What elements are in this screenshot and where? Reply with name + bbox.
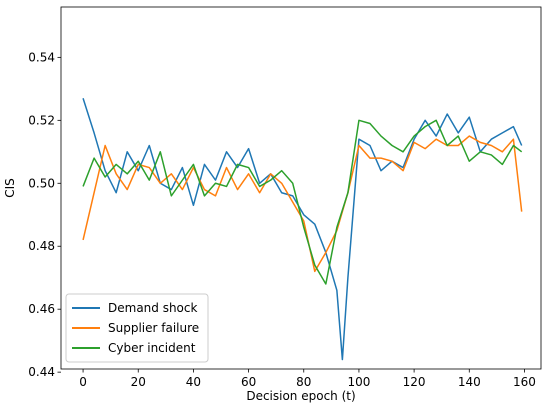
x-axis-label: Decision epoch (t) <box>246 389 355 403</box>
legend-label: Supplier failure <box>108 321 199 335</box>
series-line-2 <box>82 135 523 273</box>
y-tick-label: 0.50 <box>28 176 55 190</box>
y-tick-label: 0.46 <box>28 302 55 316</box>
axes-layer: 0 20 40 60 80 100 120 140 160 0.44 0.46 0.48 0.50 0.5… <box>28 6 542 389</box>
y-tick-label: 0.52 <box>28 113 55 127</box>
x-tick-label: 60 <box>241 375 256 389</box>
plot-frame <box>60 6 542 370</box>
series-layer <box>82 98 523 361</box>
legend-box <box>65 293 209 363</box>
series-line-3 <box>82 119 523 285</box>
y-tick-label: 0.44 <box>28 365 55 379</box>
y-axis-label: CIS <box>3 178 17 198</box>
y-tick-label: 0.54 <box>28 50 55 64</box>
legend-label: Cyber incident <box>108 341 196 355</box>
x-tick-label: 0 <box>79 375 87 389</box>
series-line-1 <box>82 98 523 361</box>
legend-label: Demand shock <box>108 301 198 315</box>
x-tick-label: 80 <box>296 375 311 389</box>
legend: Demand shock Supplier failure Cyber incide… <box>65 293 209 363</box>
x-tick-label: 100 <box>347 375 370 389</box>
x-tick-label: 120 <box>403 375 426 389</box>
x-tick-label: 20 <box>131 375 146 389</box>
x-tick-label: 40 <box>186 375 201 389</box>
x-tick-label: 160 <box>513 375 536 389</box>
y-tick-label: 0.48 <box>28 239 55 253</box>
x-tick-label: 140 <box>458 375 481 389</box>
